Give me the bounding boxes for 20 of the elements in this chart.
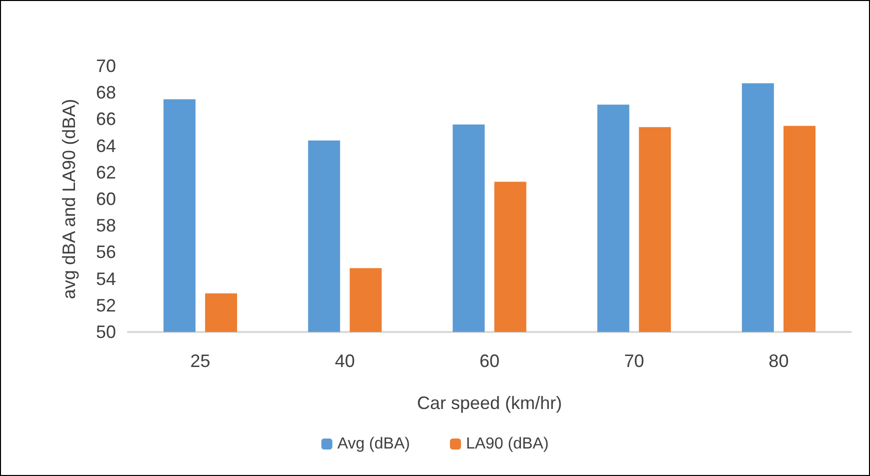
- x-tick-label: 70: [624, 351, 644, 371]
- x-axis-title: Car speed (km/hr): [416, 393, 562, 413]
- y-axis-title: avg dBA and LA90 (dBA): [59, 98, 79, 300]
- y-tick-label: 58: [96, 216, 116, 236]
- x-tick-label: 40: [334, 351, 355, 371]
- y-tick-label: 64: [96, 136, 116, 156]
- legend-label: LA90 (dBA): [466, 436, 549, 452]
- x-tick-label: 25: [190, 351, 210, 371]
- y-tick-label: 52: [96, 295, 116, 316]
- x-tick-label: 60: [479, 351, 500, 371]
- y-tick-label: 54: [96, 268, 116, 289]
- y-tick-label: 56: [96, 242, 116, 262]
- y-tick-label: 66: [96, 109, 116, 130]
- y-tick-label: 62: [96, 162, 116, 182]
- legend-label: Avg (dBA): [337, 436, 410, 452]
- x-tick-label: 80: [768, 351, 789, 371]
- y-tick-label: 70: [96, 56, 116, 76]
- y-tick-label: 50: [96, 322, 116, 342]
- y-tick-label: 60: [96, 189, 116, 209]
- y-tick-label: 68: [96, 82, 116, 103]
